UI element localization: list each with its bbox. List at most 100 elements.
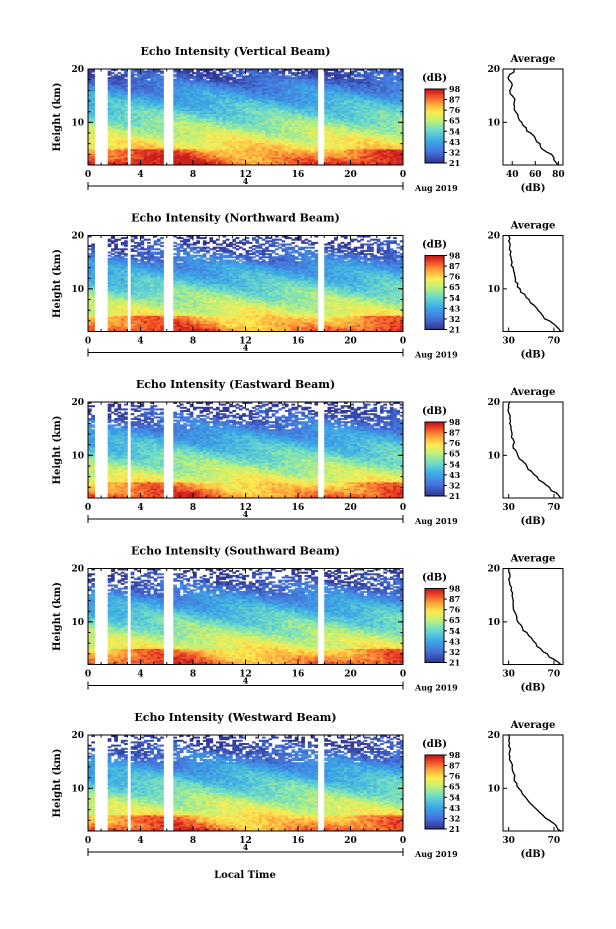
heatmap-cell: [88, 80, 92, 83]
heatmap-cell: [183, 157, 187, 159]
heatmap-cell: [130, 115, 135, 118]
heatmap-cell: [212, 96, 217, 99]
heatmap-cell: [179, 152, 184, 155]
heatmap-cell: [222, 80, 227, 83]
heatmap-cell: [212, 158, 217, 161]
heatmap-cell: [173, 86, 177, 89]
heatmap-cell: [183, 139, 187, 142]
heatmap-cell: [124, 155, 128, 158]
heatmap-cell: [140, 73, 145, 76]
heatmap-cell: [222, 72, 227, 75]
heatmap-cell: [196, 131, 200, 134]
heatmap-cell: [160, 113, 164, 116]
heatmap-cell: [117, 72, 122, 75]
heatmap-cell: [120, 99, 125, 102]
heatmap-cell: [212, 133, 217, 135]
heatmap-cell: [183, 110, 187, 113]
heatmap-cell: [88, 134, 92, 137]
heatmap-cell: [202, 85, 207, 87]
heatmap-cell: [209, 123, 214, 126]
heatmap-cell: [196, 70, 200, 73]
heatmap-cell: [225, 136, 230, 139]
heatmap-cell: [199, 131, 204, 134]
heatmap-cell: [133, 109, 138, 111]
heatmap-cell: [133, 149, 138, 151]
heatmap-cell: [91, 110, 95, 113]
heatmap-cell: [209, 110, 214, 113]
heatmap-cell: [88, 93, 92, 95]
heatmap-cell: [225, 157, 230, 159]
heatmap-cell: [107, 144, 112, 147]
heatmap-cell: [150, 105, 155, 108]
heatmap-cell: [215, 129, 220, 132]
heatmap-cell: [156, 81, 161, 84]
heatmap-cell: [189, 161, 194, 164]
heatmap-cell: [179, 99, 184, 102]
heatmap-cell: [219, 125, 223, 127]
heatmap-cell: [219, 139, 223, 142]
heatmap-cell: [91, 93, 95, 95]
heatmap-cell: [222, 109, 227, 111]
heatmap-cell: [219, 134, 223, 137]
heatmap-cell: [176, 144, 181, 147]
heatmap-cell: [179, 77, 184, 79]
heatmap-cell: [124, 70, 128, 73]
heatmap-cell: [153, 113, 158, 116]
heatmap-cell: [91, 147, 95, 150]
heatmap-cell: [120, 152, 125, 155]
heatmap-cell: [150, 149, 155, 151]
heatmap-cell: [176, 86, 181, 89]
heatmap-cell: [222, 157, 227, 159]
heatmap-cell: [88, 163, 92, 166]
heatmap-cell: [117, 109, 122, 111]
heatmap-cell: [88, 88, 92, 91]
heatmap-cell: [133, 139, 138, 142]
heatmap-cell: [156, 136, 161, 139]
heatmap-cell: [110, 136, 115, 139]
heatmap-cell: [88, 73, 92, 76]
heatmap-cell: [147, 144, 151, 147]
heatmap-cell: [107, 139, 112, 142]
heatmap-cell: [176, 96, 181, 99]
heatmap-cell: [160, 83, 164, 86]
heatmap-cell: [130, 120, 135, 123]
heatmap-cell: [212, 109, 217, 111]
heatmap-cell: [242, 75, 246, 78]
heatmap-cell: [179, 149, 184, 151]
heatmap-cell: [173, 91, 177, 94]
heatmap-cell: [147, 157, 151, 159]
heatmap-cell: [114, 115, 118, 118]
heatmap-cell: [110, 81, 115, 84]
heatmap-cell: [215, 121, 220, 124]
heatmap-cell: [196, 91, 200, 94]
heatmap-cell: [186, 70, 191, 73]
heatmap-cell: [160, 134, 164, 137]
heatmap-cell: [130, 153, 135, 156]
heatmap-cell: [143, 113, 148, 116]
heatmap-cell: [193, 155, 197, 158]
heatmap-cell: [140, 147, 145, 150]
heatmap-cell: [120, 69, 125, 71]
heatmap-cell: [202, 101, 207, 103]
heatmap-cell: [215, 163, 220, 166]
heatmap-cell: [196, 115, 200, 118]
heatmap-cell: [120, 137, 125, 140]
heatmap-cell: [107, 110, 112, 113]
heatmap-cell: [140, 123, 145, 126]
heatmap-cell: [153, 160, 158, 163]
heatmap-cell: [193, 112, 197, 115]
heatmap-cell: [120, 141, 125, 143]
heatmap-cell: [160, 150, 164, 153]
heatmap-cell: [124, 83, 128, 86]
heatmap-cell: [183, 85, 187, 87]
heatmap-cell: [124, 131, 128, 134]
heatmap-cell: [215, 141, 220, 143]
heatmap-cell: [209, 72, 214, 75]
heatmap-cell: [209, 155, 214, 158]
heatmap-cell: [199, 147, 204, 150]
heatmap-cell: [114, 142, 118, 145]
heatmap-cell: [114, 86, 118, 89]
heatmap-cell: [199, 115, 204, 118]
heatmap-cell: [150, 93, 155, 95]
heatmap-cell: [183, 96, 187, 99]
